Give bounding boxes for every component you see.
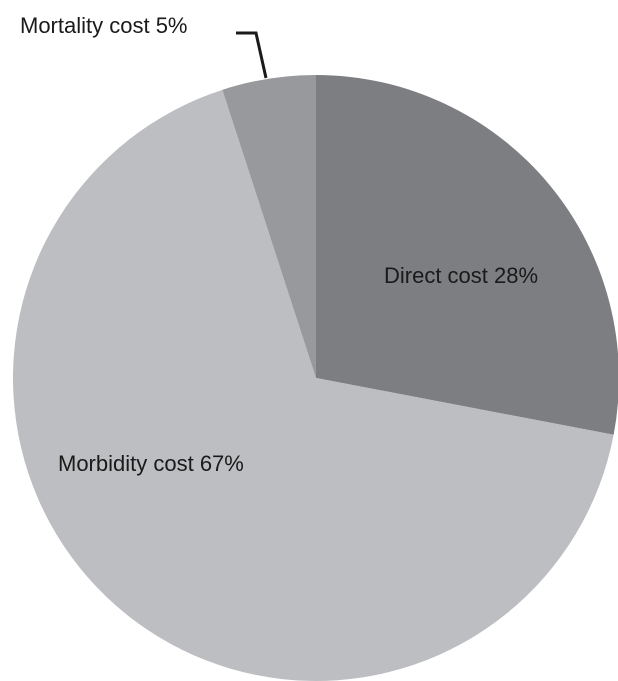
- slice-morbidity-cost: [13, 89, 614, 681]
- slice-mortality-cost: [222, 75, 316, 378]
- slice-label-mortality-cost: Mortality cost 5%: [20, 13, 188, 38]
- slice-label-morbidity-cost: Morbidity cost 67%: [58, 451, 244, 476]
- slice-labels: Direct cost 28% Morbidity cost 67% Morta…: [20, 13, 538, 476]
- slice-label-direct-cost: Direct cost 28%: [384, 263, 538, 288]
- slice-direct-cost: [316, 75, 618, 435]
- mortality-leader-line: [236, 31, 268, 79]
- pie-slices: [13, 75, 618, 681]
